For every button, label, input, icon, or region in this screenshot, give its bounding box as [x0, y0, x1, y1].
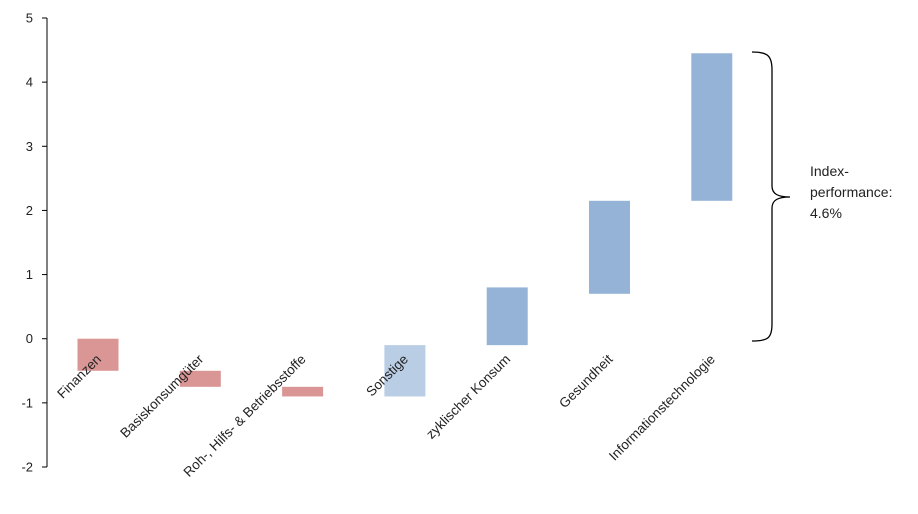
- category-label: Informationstechnologie: [606, 352, 718, 464]
- annotation-line-3: 4.6%: [810, 205, 842, 221]
- annotation-line-2: performance:: [810, 184, 892, 200]
- category-label: zyklischer Konsum: [423, 352, 513, 442]
- annotation-brace: [751, 51, 791, 342]
- y-tick-label: 5: [26, 11, 33, 26]
- y-tick-label: 3: [26, 139, 33, 154]
- bar-1: [77, 338, 119, 371]
- bar-5: [486, 287, 528, 346]
- category-label: Basiskonsumgüter: [117, 351, 206, 440]
- index-performance-annotation: Index- performance: 4.6%: [751, 51, 892, 342]
- bar-4: [384, 345, 426, 397]
- bar-3: [282, 386, 324, 397]
- y-axis: 5 4 3 2 1 0 -1 -2: [21, 11, 48, 475]
- y-tick-label: -2: [21, 460, 33, 475]
- bar-7: [691, 53, 733, 201]
- annotation-line-1: Index-: [810, 163, 849, 179]
- bars: [77, 53, 733, 397]
- category-label: Roh-, Hilfs- & Betriebsstoffe: [181, 352, 309, 480]
- y-tick-label: -1: [21, 395, 33, 410]
- y-tick-label: 4: [26, 75, 33, 90]
- category-label: Gesundheit: [556, 351, 616, 411]
- y-tick-label: 0: [26, 331, 33, 346]
- bar-2: [179, 370, 221, 387]
- y-tick-label: 1: [26, 267, 33, 282]
- y-tick-label: 2: [26, 203, 33, 218]
- bar-6: [589, 200, 630, 294]
